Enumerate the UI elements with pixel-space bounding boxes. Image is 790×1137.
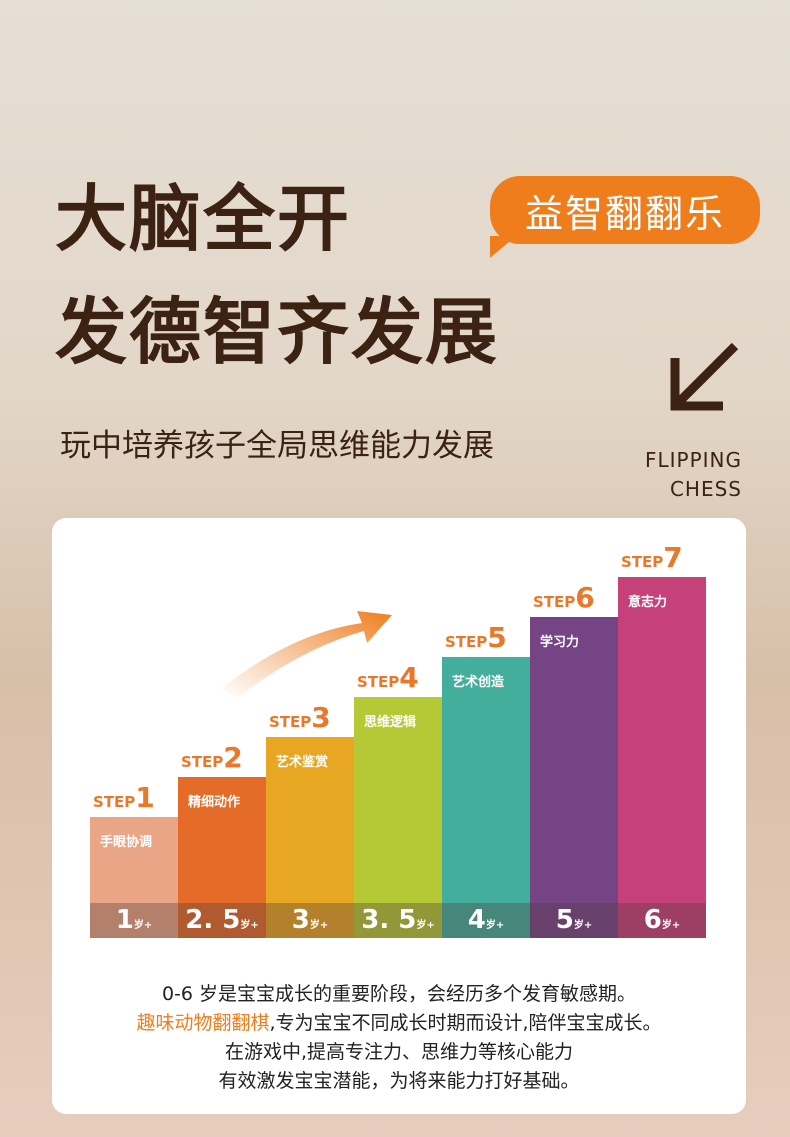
age-unit: 岁+ bbox=[416, 920, 435, 931]
headline-line-1: 大脑全开 bbox=[55, 177, 352, 261]
step-word: STEP bbox=[533, 593, 576, 611]
step-word: STEP bbox=[445, 633, 488, 651]
product-badge: 益智翻翻乐 bbox=[490, 176, 760, 258]
step-word: STEP bbox=[621, 553, 664, 571]
age-value: 4 bbox=[467, 905, 486, 935]
age-label: 6岁+ bbox=[618, 903, 706, 938]
age-label: 1岁+ bbox=[90, 903, 178, 938]
age-value: 2. 5 bbox=[185, 905, 241, 935]
step-label: 艺术鉴赏 bbox=[276, 755, 329, 770]
description-line-3: 在游戏中,提高专注力、思维力等核心能力 bbox=[224, 1041, 574, 1063]
step-label: 思维逻辑 bbox=[364, 715, 417, 730]
step-word: STEP bbox=[93, 793, 136, 811]
age-unit: 岁+ bbox=[240, 920, 259, 931]
step-number: 6 bbox=[575, 581, 595, 614]
age-label: 4岁+ bbox=[442, 903, 530, 938]
arrow-down-left-icon bbox=[670, 342, 739, 411]
description-line-4: 有效激发宝宝潜能，为将来能力打好基础。 bbox=[218, 1070, 580, 1092]
step-heading: STEP3 bbox=[269, 701, 331, 734]
step-label: 意志力 bbox=[628, 595, 668, 610]
age-unit: 岁+ bbox=[309, 920, 329, 931]
step-number: 3 bbox=[311, 701, 331, 734]
step-word: STEP bbox=[181, 753, 224, 771]
step-number: 5 bbox=[487, 621, 507, 654]
step-label: 精细动作 bbox=[188, 795, 241, 810]
step-label: 手眼协调 bbox=[100, 835, 153, 850]
step-number: 7 bbox=[663, 541, 683, 574]
description-line-2: ,专为宝宝不同成长时期而设计,陪伴宝宝成长。 bbox=[269, 1012, 662, 1034]
step-bar: 精细动作 2. 5岁+ bbox=[178, 777, 266, 938]
description: 0-6 岁是宝宝成长的重要阶段，会经历多个发育敏感期。 趣味动物翻翻棋,专为宝宝… bbox=[52, 980, 746, 1096]
product-name-highlight: 趣味动物翻翻棋 bbox=[136, 1012, 270, 1034]
step-number: 2 bbox=[223, 741, 243, 774]
description-line-1: 0-6 岁是宝宝成长的重要阶段，会经历多个发育敏感期。 bbox=[161, 983, 637, 1005]
age-label: 5岁+ bbox=[530, 903, 618, 938]
growth-arrow-icon bbox=[222, 611, 392, 698]
step-heading: STEP4 bbox=[357, 661, 419, 694]
age-unit: 岁+ bbox=[485, 920, 505, 931]
subtitle: 玩中培养孩子全局思维能力发展 bbox=[60, 428, 494, 464]
age-label: 2. 5岁+ bbox=[178, 903, 266, 938]
age-value: 6 bbox=[643, 905, 662, 935]
step-heading: STEP1 bbox=[93, 781, 155, 814]
age-value: 1 bbox=[115, 905, 134, 935]
step-label: 艺术创造 bbox=[452, 675, 505, 690]
steps-card: 手眼协调 1岁+ STEP1 精细动作 2. 5岁+ STEP2 艺术鉴赏 3岁+ STEP3 思… bbox=[52, 518, 746, 1114]
age-label: 3岁+ bbox=[266, 903, 354, 938]
step-bar: 思维逻辑 3. 5岁+ bbox=[354, 697, 442, 938]
english-line-2: CHESS bbox=[669, 477, 742, 501]
step-bar: 手眼协调 1岁+ bbox=[90, 817, 178, 938]
age-unit: 岁+ bbox=[661, 920, 681, 931]
step-bar: 意志力 6岁+ bbox=[618, 577, 706, 938]
step-heading: STEP2 bbox=[181, 741, 243, 774]
age-value: 3 bbox=[291, 905, 310, 935]
step-bar: 艺术鉴赏 3岁+ bbox=[266, 737, 354, 938]
age-unit: 岁+ bbox=[573, 920, 593, 931]
step-bar: 学习力 5岁+ bbox=[530, 617, 618, 938]
step-number: 1 bbox=[135, 781, 155, 814]
step-bar: 艺术创造 4岁+ bbox=[442, 657, 530, 938]
step-number: 4 bbox=[399, 661, 419, 694]
age-label: 3. 5岁+ bbox=[354, 903, 442, 938]
age-unit: 岁+ bbox=[133, 920, 153, 931]
step-word: STEP bbox=[269, 713, 312, 731]
step-heading: STEP5 bbox=[445, 621, 507, 654]
english-line-1: FLIPPING bbox=[644, 448, 742, 472]
step-heading: STEP6 bbox=[533, 581, 595, 614]
step-heading: STEP7 bbox=[621, 541, 683, 574]
age-value: 5 bbox=[555, 905, 574, 935]
step-label: 学习力 bbox=[540, 635, 580, 650]
english-label: FLIPPING CHESS bbox=[636, 446, 742, 504]
headline-line-2: 发德智齐发展 bbox=[55, 290, 500, 374]
step-word: STEP bbox=[357, 673, 400, 691]
age-value: 3. 5 bbox=[361, 905, 417, 935]
